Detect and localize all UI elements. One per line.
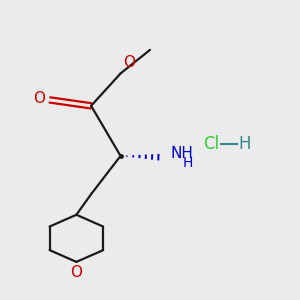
Text: H: H: [182, 156, 193, 170]
Text: Cl: Cl: [203, 135, 219, 153]
Text: O: O: [123, 55, 135, 70]
Text: H: H: [238, 135, 251, 153]
Text: O: O: [34, 91, 46, 106]
Text: O: O: [70, 266, 83, 280]
Text: NH: NH: [170, 146, 193, 161]
